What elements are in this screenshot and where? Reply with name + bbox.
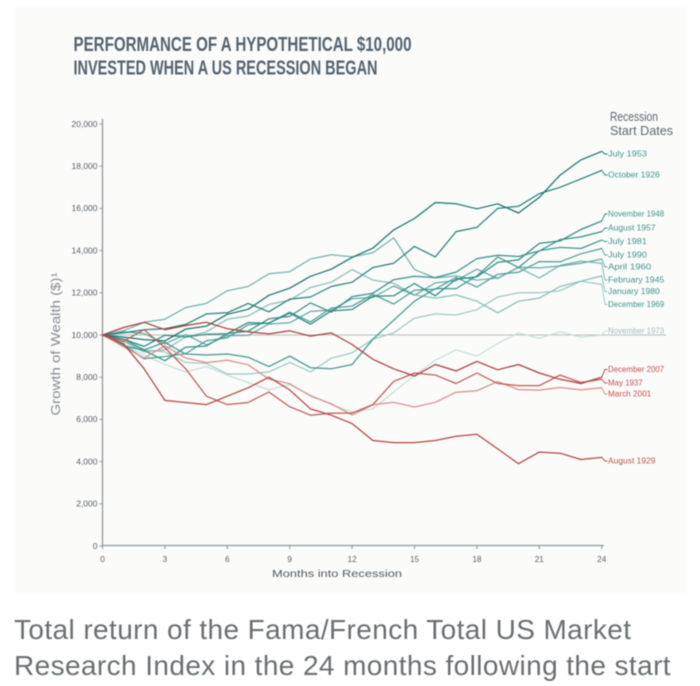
svg-text:Growth of Wealth ($)¹: Growth of Wealth ($)¹ bbox=[48, 272, 63, 416]
svg-text:10,000: 10,000 bbox=[72, 330, 98, 340]
svg-text:Start Dates: Start Dates bbox=[610, 123, 673, 138]
svg-text:21: 21 bbox=[535, 555, 545, 564]
svg-text:January 1980: January 1980 bbox=[608, 287, 661, 296]
svg-text:October 1926: October 1926 bbox=[608, 171, 660, 180]
svg-text:18,000: 18,000 bbox=[72, 161, 98, 171]
svg-text:March 2001: March 2001 bbox=[608, 390, 651, 399]
svg-text:July 1990: July 1990 bbox=[608, 251, 648, 260]
svg-text:16,000: 16,000 bbox=[72, 203, 98, 213]
svg-text:0: 0 bbox=[93, 541, 98, 551]
svg-text:December 1969: December 1969 bbox=[608, 300, 664, 309]
svg-text:PERFORMANCE OF A HYPOTHETICAL: PERFORMANCE OF A HYPOTHETICAL $10,000 bbox=[74, 34, 412, 56]
svg-text:8,000: 8,000 bbox=[76, 372, 98, 382]
svg-text:18: 18 bbox=[472, 555, 482, 564]
svg-text:24: 24 bbox=[597, 555, 607, 564]
svg-text:August 1957: August 1957 bbox=[608, 224, 656, 233]
svg-text:May 1937: May 1937 bbox=[608, 379, 643, 388]
svg-text:4,000: 4,000 bbox=[76, 456, 98, 466]
svg-text:Months into Recession: Months into Recession bbox=[272, 568, 402, 580]
svg-text:July 1981: July 1981 bbox=[608, 237, 647, 246]
svg-text:August 1929: August 1929 bbox=[608, 457, 656, 466]
svg-text:INVESTED WHEN A US RECESSION B: INVESTED WHEN A US RECESSION BEGAN bbox=[74, 58, 378, 80]
svg-text:9: 9 bbox=[287, 555, 292, 564]
svg-text:12: 12 bbox=[348, 555, 358, 564]
svg-text:6,000: 6,000 bbox=[76, 414, 98, 424]
svg-text:November 1948: November 1948 bbox=[608, 210, 664, 219]
svg-text:February 1945: February 1945 bbox=[608, 276, 665, 285]
svg-text:April 1960: April 1960 bbox=[608, 263, 652, 272]
svg-text:December 2007: December 2007 bbox=[608, 365, 664, 374]
svg-text:12,000: 12,000 bbox=[72, 288, 98, 298]
svg-text:20,000: 20,000 bbox=[72, 119, 98, 129]
svg-text:0: 0 bbox=[100, 555, 105, 564]
svg-text:Recession: Recession bbox=[610, 109, 658, 124]
svg-text:November 1973: November 1973 bbox=[608, 327, 664, 336]
svg-text:14,000: 14,000 bbox=[72, 245, 98, 255]
svg-text:15: 15 bbox=[410, 555, 420, 564]
svg-text:2,000: 2,000 bbox=[76, 499, 98, 509]
svg-text:July 1953: July 1953 bbox=[608, 150, 647, 159]
svg-text:6: 6 bbox=[225, 555, 230, 564]
svg-text:3: 3 bbox=[163, 555, 168, 564]
